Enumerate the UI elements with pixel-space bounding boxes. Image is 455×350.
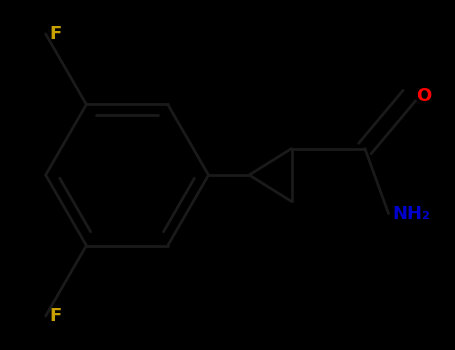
Text: NH₂: NH₂ <box>393 205 430 223</box>
Text: F: F <box>50 25 62 43</box>
Text: F: F <box>50 307 62 325</box>
Text: O: O <box>416 86 431 105</box>
